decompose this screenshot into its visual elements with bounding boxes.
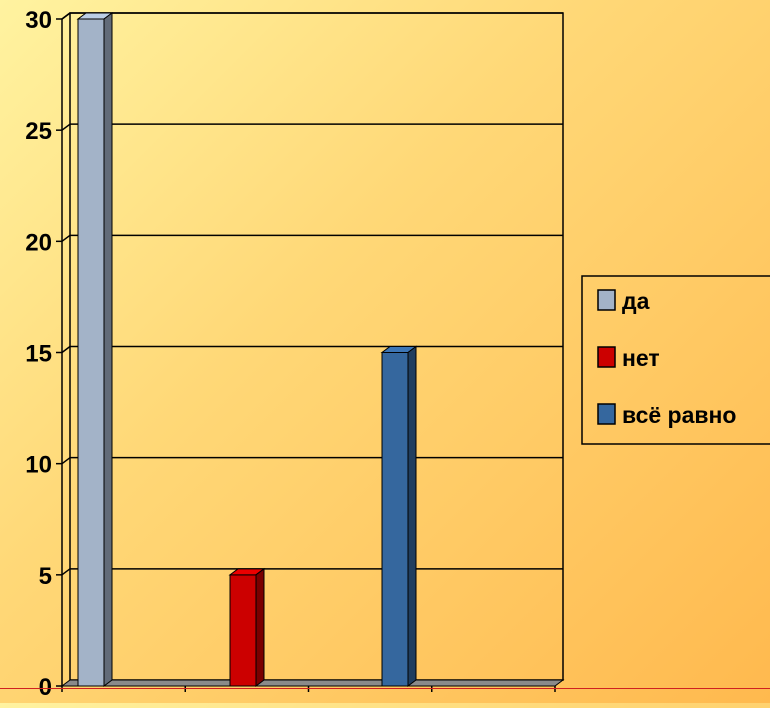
bar	[77, 18, 105, 687]
grid-lines	[61, 12, 563, 576]
y-tick-label: 30	[25, 7, 52, 34]
chart-walls	[60, 12, 565, 687]
legend-swatch	[597, 403, 616, 425]
legend-label: нет	[622, 345, 660, 371]
legend: да нет всё равно	[581, 275, 770, 445]
bars	[76, 12, 418, 687]
y-tick-label: 0	[39, 674, 52, 701]
y-tick-label: 10	[25, 452, 52, 479]
bar-side	[255, 567, 265, 687]
x-axis	[61, 686, 556, 692]
grid-line-side	[61, 234, 71, 242]
y-tick-label: 25	[25, 118, 52, 145]
grid-line-side	[61, 345, 71, 354]
grid-line-side	[61, 568, 71, 576]
bar	[229, 574, 257, 687]
bar-side	[103, 12, 113, 687]
y-tick-label: 5	[39, 563, 52, 590]
legend-swatch	[597, 346, 616, 368]
grid-line-side	[61, 12, 71, 20]
grid-line-side	[61, 123, 71, 131]
chart-floor	[60, 679, 565, 687]
grid-line-side	[61, 457, 71, 465]
legend-box	[581, 275, 770, 445]
legend-label: всё равно	[622, 402, 736, 428]
y-tick-label: 15	[25, 341, 52, 368]
legend-label: да	[622, 288, 650, 314]
bar	[381, 352, 409, 687]
bar-side	[407, 345, 417, 687]
red-divider-line	[0, 688, 770, 689]
y-tick-label: 20	[25, 229, 52, 256]
legend-swatch	[597, 289, 616, 311]
y-axis: 0 5 10 15 20 25 30	[25, 7, 62, 701]
